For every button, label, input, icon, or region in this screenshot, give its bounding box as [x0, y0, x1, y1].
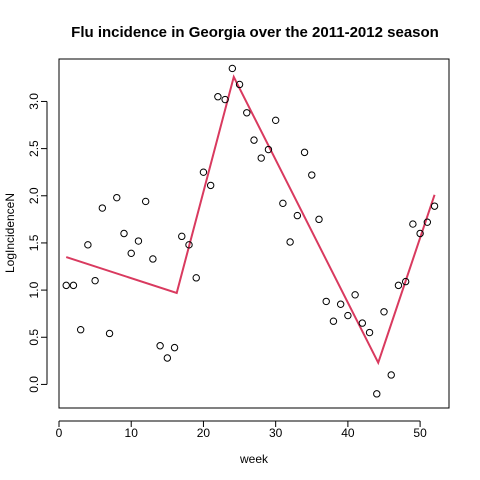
data-point — [199, 168, 208, 176]
data-point — [156, 342, 164, 350]
fit-line — [65, 74, 436, 366]
data-point — [105, 329, 114, 338]
data-point — [257, 154, 265, 162]
data-point — [264, 145, 273, 154]
data-point — [401, 277, 410, 286]
scatter-points — [62, 64, 439, 398]
y-tick-label: 0.5 — [27, 329, 41, 346]
data-point — [69, 281, 78, 290]
x-tick-label: 40 — [341, 426, 355, 440]
y-tick-label: 0.0 — [27, 376, 41, 393]
data-point — [76, 326, 85, 334]
x-axis: 0 10 20 30 40 50 — [56, 420, 427, 440]
data-point — [293, 211, 302, 220]
data-point — [170, 343, 179, 352]
data-point — [416, 229, 424, 238]
data-point — [358, 319, 367, 327]
y-tick-label: 2.0 — [27, 187, 41, 204]
data-point — [127, 249, 135, 258]
data-point — [344, 311, 352, 320]
data-point — [250, 136, 258, 144]
data-point — [387, 371, 395, 379]
data-point — [351, 291, 359, 299]
data-point — [192, 274, 200, 282]
data-point — [300, 148, 309, 157]
data-point — [322, 297, 330, 306]
x-tick-label: 10 — [125, 426, 139, 440]
x-axis-label: week — [239, 452, 269, 466]
data-point — [228, 64, 237, 73]
data-point — [394, 281, 403, 290]
data-point — [380, 308, 388, 316]
data-point — [141, 197, 150, 206]
x-tick-label: 30 — [269, 426, 283, 440]
data-point — [185, 241, 193, 249]
data-point — [221, 95, 229, 104]
x-tick-label: 50 — [413, 426, 427, 440]
plot-frame — [58, 58, 450, 409]
data-point — [308, 171, 316, 179]
data-point — [373, 390, 381, 398]
data-point — [279, 199, 287, 208]
data-point — [286, 238, 294, 246]
data-point — [120, 229, 128, 238]
data-point — [113, 193, 121, 202]
data-point — [235, 80, 244, 89]
x-tick-label: 0 — [56, 426, 63, 440]
data-point — [430, 202, 439, 210]
data-point — [271, 116, 280, 125]
y-tick-label: 1.5 — [27, 234, 41, 251]
data-point — [163, 354, 172, 362]
data-point — [178, 232, 186, 241]
chart-title: Flu incidence in Georgia over the 2011-2… — [71, 24, 439, 41]
data-point — [315, 215, 323, 224]
data-point — [91, 276, 99, 285]
data-point — [365, 328, 374, 337]
y-tick-label: 3.0 — [27, 93, 41, 110]
data-point — [149, 255, 157, 263]
data-point — [409, 220, 417, 228]
y-axis: 0.0 0.5 1.0 1.5 2.0 2.5 3.0 — [27, 93, 48, 393]
data-point — [84, 241, 92, 249]
data-point — [98, 204, 107, 212]
data-point — [206, 181, 215, 190]
y-tick-label: 1.0 — [27, 281, 41, 298]
x-tick-label: 20 — [197, 426, 211, 440]
data-point — [214, 93, 222, 101]
data-point — [336, 300, 345, 308]
data-point — [62, 281, 70, 290]
data-point — [423, 218, 432, 226]
y-tick-label: 2.5 — [27, 140, 41, 157]
data-point — [243, 109, 251, 117]
data-point — [134, 237, 143, 245]
data-point — [329, 317, 338, 325]
y-axis-label: LogIncidenceN — [3, 193, 17, 273]
